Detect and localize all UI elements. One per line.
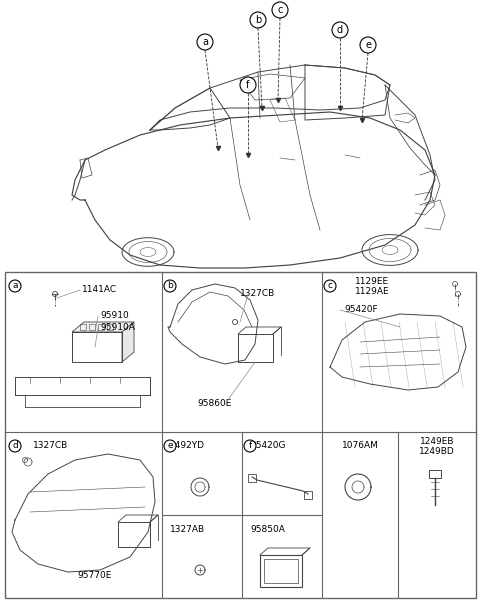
Polygon shape (72, 322, 134, 332)
Circle shape (250, 12, 266, 28)
Circle shape (240, 77, 256, 93)
Bar (72, 332, 122, 362)
Text: 95860E: 95860E (198, 400, 232, 408)
Text: d: d (12, 441, 18, 450)
Bar (98, 324, 104, 330)
Circle shape (324, 280, 336, 292)
Text: 1327CB: 1327CB (33, 441, 68, 450)
Text: e: e (365, 40, 371, 50)
Text: 1492YD: 1492YD (170, 441, 205, 450)
Text: a: a (202, 37, 208, 47)
Bar (238, 334, 273, 362)
Text: c: c (327, 282, 333, 291)
Text: c: c (277, 5, 283, 15)
Circle shape (360, 37, 376, 53)
Text: 1327AB: 1327AB (170, 525, 205, 534)
Circle shape (164, 440, 176, 452)
Text: 95420F: 95420F (344, 306, 378, 315)
Text: b: b (167, 282, 173, 291)
Bar (107, 324, 113, 330)
Text: 1327CB: 1327CB (240, 289, 275, 298)
Circle shape (197, 34, 213, 50)
Text: 95910: 95910 (100, 312, 129, 321)
Polygon shape (122, 322, 134, 362)
Text: 95770E: 95770E (78, 572, 112, 581)
Text: 95420G: 95420G (250, 441, 286, 450)
Text: f: f (246, 80, 250, 90)
Bar (260, 555, 302, 587)
Text: 1249BD: 1249BD (419, 447, 455, 456)
Text: f: f (248, 441, 252, 450)
Bar (264, 559, 298, 583)
Bar (89, 324, 95, 330)
Text: 1141AC: 1141AC (82, 285, 117, 294)
Circle shape (9, 280, 21, 292)
Text: 1129AE: 1129AE (355, 288, 389, 297)
Bar (304, 491, 312, 499)
Text: 95910A: 95910A (100, 323, 135, 332)
Text: b: b (255, 15, 261, 25)
Text: 1249EB: 1249EB (420, 438, 454, 446)
Circle shape (332, 22, 348, 38)
Bar (118, 522, 150, 547)
Circle shape (164, 280, 176, 292)
Circle shape (244, 440, 256, 452)
Text: e: e (167, 441, 173, 450)
Circle shape (9, 440, 21, 452)
Text: a: a (12, 282, 18, 291)
Text: d: d (337, 25, 343, 35)
Text: 1129EE: 1129EE (355, 277, 389, 286)
Bar (5, 272, 476, 598)
Text: 95850A: 95850A (250, 525, 285, 534)
Text: 1076AM: 1076AM (342, 441, 378, 450)
Circle shape (272, 2, 288, 18)
Bar (429, 470, 441, 478)
Bar (248, 474, 256, 482)
Bar (80, 324, 86, 330)
